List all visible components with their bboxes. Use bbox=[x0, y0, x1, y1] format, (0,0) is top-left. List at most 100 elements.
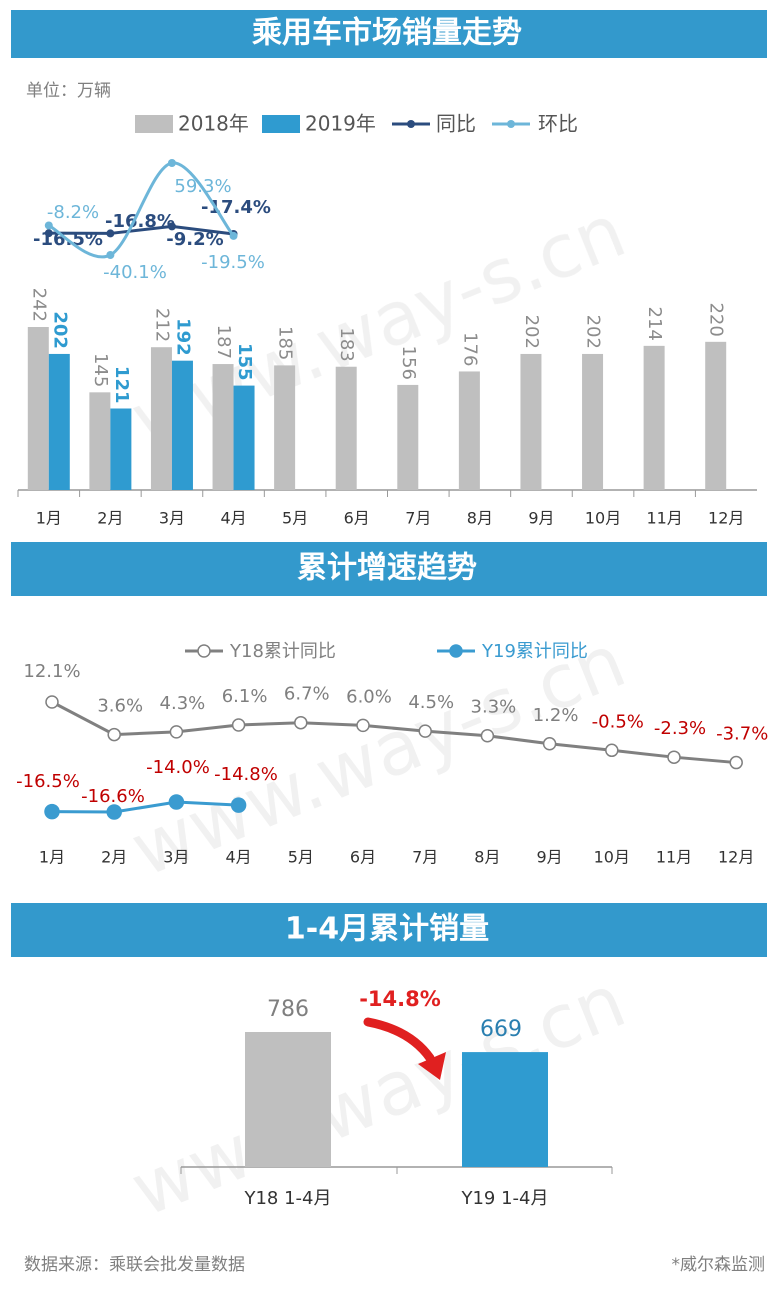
point bbox=[169, 725, 184, 739]
unit-label: 单位：万辆 bbox=[26, 81, 111, 101]
bar-value-label: 786 bbox=[267, 997, 309, 1022]
legend-label: Y18累计同比 bbox=[229, 641, 336, 662]
ratio-label: -19.5% bbox=[201, 252, 265, 273]
x-tick-label: 5月 bbox=[288, 848, 314, 867]
point-label: -2.3% bbox=[654, 718, 706, 739]
ratio-label: 59.3% bbox=[174, 176, 231, 197]
x-tick-label: Y19 1-4月 bbox=[460, 1188, 548, 1209]
x-tick-label: 2月 bbox=[97, 509, 123, 528]
x-tick-label: 12月 bbox=[718, 848, 754, 867]
x-tick-label: 10月 bbox=[594, 848, 630, 867]
bar bbox=[27, 327, 49, 490]
series-line bbox=[51, 700, 737, 765]
ratio-point bbox=[44, 221, 53, 230]
point bbox=[605, 743, 619, 758]
x-tick-label: 2月 bbox=[101, 848, 127, 867]
legend-label: 2018年 bbox=[178, 112, 249, 136]
point-label: -16.5% bbox=[16, 771, 80, 792]
point bbox=[106, 804, 122, 820]
point bbox=[418, 724, 432, 738]
bar-value-label: 121 bbox=[111, 366, 132, 404]
x-tick-label: 4月 bbox=[220, 509, 246, 528]
bar bbox=[582, 353, 604, 490]
bar bbox=[643, 345, 665, 490]
point-label: 3.6% bbox=[97, 696, 143, 717]
bar-value-label: 242 bbox=[28, 288, 49, 322]
bar-value-label: 187 bbox=[213, 325, 234, 359]
bar bbox=[705, 341, 727, 490]
arrow-head bbox=[418, 1052, 446, 1080]
point-label: 3.3% bbox=[471, 697, 517, 718]
point-label: 6.1% bbox=[222, 686, 268, 707]
legend-swatch bbox=[135, 115, 173, 133]
bar-value-label: 212 bbox=[151, 308, 172, 342]
ratio-line bbox=[48, 161, 235, 259]
section-header bbox=[11, 10, 767, 58]
point bbox=[542, 737, 557, 751]
bar bbox=[171, 360, 193, 490]
point bbox=[729, 755, 743, 770]
point bbox=[168, 794, 185, 810]
bar bbox=[110, 408, 132, 490]
x-tick-label: Y18 1-4月 bbox=[243, 1188, 331, 1209]
ratio-label: -8.2% bbox=[47, 202, 99, 223]
section-title: 乘用车市场销量走势 bbox=[252, 16, 522, 51]
point-label: 6.0% bbox=[346, 686, 392, 707]
x-tick-label: 1月 bbox=[39, 848, 65, 867]
ratio-point bbox=[167, 222, 176, 231]
point bbox=[230, 797, 247, 813]
x-tick-label: 5月 bbox=[282, 509, 308, 528]
credit: *威尔森监测 bbox=[672, 1255, 766, 1275]
x-tick-label: 9月 bbox=[537, 848, 563, 867]
bar-value-label: 185 bbox=[275, 326, 296, 360]
x-tick-label: 7月 bbox=[405, 509, 431, 528]
source: 数据来源：乘联会批发量数据 bbox=[24, 1255, 245, 1275]
bar bbox=[233, 385, 255, 490]
section-title: 1-4月累计销量 bbox=[285, 912, 489, 947]
point bbox=[667, 750, 681, 764]
point bbox=[480, 728, 495, 743]
arrow bbox=[363, 1017, 435, 1063]
point-label: 1.2% bbox=[533, 705, 579, 726]
legend-swatch bbox=[262, 115, 300, 133]
bar-value-label: 214 bbox=[644, 307, 665, 341]
legend-dot bbox=[407, 120, 415, 128]
series-line bbox=[51, 800, 239, 814]
point bbox=[356, 718, 370, 733]
x-tick-label: 9月 bbox=[528, 509, 554, 528]
ratio-point bbox=[167, 159, 176, 167]
bar bbox=[335, 366, 357, 490]
bar bbox=[397, 384, 419, 490]
legend-dot bbox=[507, 120, 515, 128]
x-tick-label: 3月 bbox=[159, 509, 185, 528]
point bbox=[45, 695, 59, 709]
bar-value-label: 220 bbox=[706, 302, 727, 336]
bar bbox=[274, 365, 296, 490]
bar-value-label: 669 bbox=[480, 1017, 522, 1042]
ratio-label: -9.2% bbox=[166, 229, 223, 250]
legend-label: Y19累计同比 bbox=[481, 641, 588, 662]
ratio-point bbox=[106, 251, 115, 259]
x-tick-label: 8月 bbox=[467, 509, 493, 528]
section-header bbox=[11, 903, 767, 957]
bar-value-label: 202 bbox=[521, 315, 542, 349]
point-label: 4.5% bbox=[408, 692, 454, 713]
bar bbox=[458, 371, 480, 490]
bar bbox=[462, 1052, 548, 1167]
bar-value-label: 155 bbox=[234, 343, 255, 381]
bar bbox=[150, 347, 172, 490]
bar bbox=[520, 353, 542, 490]
bar-value-label: 145 bbox=[90, 353, 111, 387]
bar bbox=[48, 353, 70, 490]
bar bbox=[89, 392, 111, 490]
point bbox=[294, 715, 308, 730]
annotation: -14.8% bbox=[359, 987, 441, 1011]
bar bbox=[245, 1032, 331, 1167]
point-label: -3.7% bbox=[716, 724, 768, 745]
point bbox=[107, 727, 121, 742]
bar bbox=[212, 364, 234, 490]
legend-label: 环比 bbox=[538, 112, 578, 136]
legend-marker bbox=[449, 644, 463, 658]
x-tick-label: 10月 bbox=[585, 509, 621, 528]
legend-label: 2019年 bbox=[305, 112, 376, 136]
